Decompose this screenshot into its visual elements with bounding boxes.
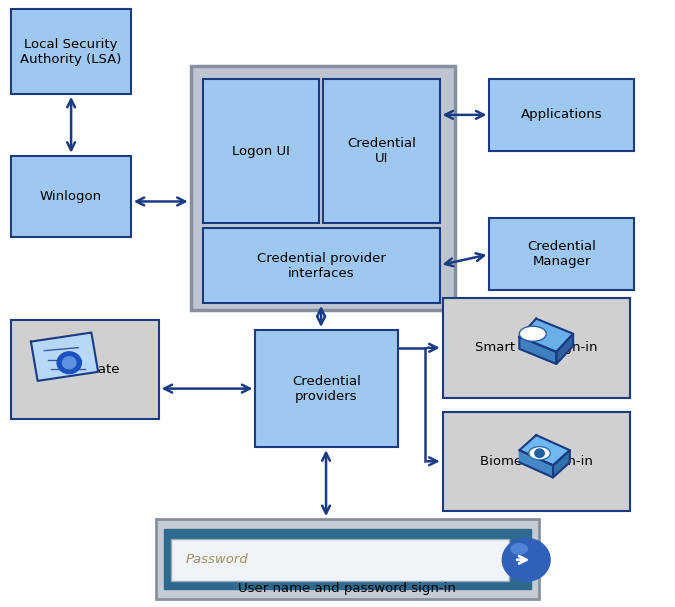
Polygon shape xyxy=(519,337,556,364)
Text: Biometric sign-in: Biometric sign-in xyxy=(480,455,593,468)
Circle shape xyxy=(535,449,544,458)
Text: Winlogon: Winlogon xyxy=(40,190,102,203)
Text: Logon UI: Logon UI xyxy=(232,144,290,158)
Text: Certificate: Certificate xyxy=(51,363,119,376)
Polygon shape xyxy=(519,450,553,478)
FancyBboxPatch shape xyxy=(489,219,634,290)
Text: Credential provider
interfaces: Credential provider interfaces xyxy=(256,252,385,280)
Text: Local Security
Authority (LSA): Local Security Authority (LSA) xyxy=(20,38,122,66)
Polygon shape xyxy=(519,319,573,352)
FancyBboxPatch shape xyxy=(443,412,630,511)
FancyBboxPatch shape xyxy=(190,66,454,310)
Text: Password: Password xyxy=(186,554,248,566)
FancyBboxPatch shape xyxy=(202,228,439,303)
FancyBboxPatch shape xyxy=(171,539,510,581)
Text: Smart card sign-in: Smart card sign-in xyxy=(475,341,597,354)
FancyBboxPatch shape xyxy=(202,79,319,223)
Circle shape xyxy=(502,538,550,582)
Circle shape xyxy=(63,357,76,369)
Text: User name and password sign-in: User name and password sign-in xyxy=(238,582,456,595)
Polygon shape xyxy=(519,435,570,466)
Text: Applications: Applications xyxy=(520,109,602,121)
Polygon shape xyxy=(31,333,98,381)
FancyBboxPatch shape xyxy=(11,320,159,419)
Ellipse shape xyxy=(519,326,546,341)
FancyBboxPatch shape xyxy=(11,9,131,94)
FancyBboxPatch shape xyxy=(164,529,531,589)
FancyBboxPatch shape xyxy=(11,155,131,237)
Text: Credential
providers: Credential providers xyxy=(292,375,361,402)
Ellipse shape xyxy=(510,543,529,555)
Text: Credential
UI: Credential UI xyxy=(347,137,416,165)
FancyBboxPatch shape xyxy=(156,519,539,599)
Polygon shape xyxy=(553,450,570,478)
Ellipse shape xyxy=(529,447,550,460)
FancyBboxPatch shape xyxy=(255,330,398,447)
FancyBboxPatch shape xyxy=(323,79,439,223)
FancyBboxPatch shape xyxy=(443,298,630,398)
Polygon shape xyxy=(556,334,573,364)
FancyBboxPatch shape xyxy=(489,79,634,151)
Text: Credential
Manager: Credential Manager xyxy=(527,240,596,268)
Circle shape xyxy=(57,352,81,374)
